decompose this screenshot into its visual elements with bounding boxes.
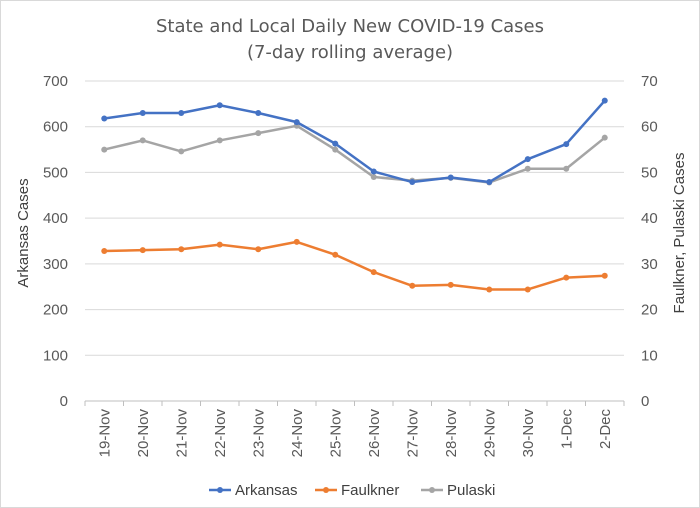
right-tick-label: 40 xyxy=(641,210,658,227)
y2-axis-title: Faulkner, Pulaski Cases xyxy=(671,153,688,314)
legend-marker xyxy=(217,487,223,493)
x-tick-label: 24-Nov xyxy=(289,409,306,458)
legend-item-arkansas: Arkansas xyxy=(209,482,298,499)
x-tick-label: 2-Dec xyxy=(597,409,614,450)
left-tick-label: 0 xyxy=(60,393,68,410)
faulkner-point xyxy=(255,246,262,253)
legend: Arkansas Faulkner Pulaski xyxy=(209,482,495,499)
x-tick-label: 23-Nov xyxy=(250,409,267,458)
left-tick-label: 100 xyxy=(43,347,68,364)
arkansas-point xyxy=(139,110,146,116)
arkansas-point xyxy=(216,102,223,109)
right-tick-label: 50 xyxy=(641,164,658,181)
pulaski-line xyxy=(103,124,606,184)
faulkner-point xyxy=(293,238,300,245)
faulkner-point xyxy=(563,274,570,281)
left-tick-label: 600 xyxy=(43,119,68,136)
pulaski-point xyxy=(332,146,339,153)
legend-item-faulkner: Faulkner xyxy=(315,482,399,499)
left-tick-label: 400 xyxy=(43,210,68,227)
right-tick-label: 30 xyxy=(641,256,658,273)
x-tick-label: 22-Nov xyxy=(212,409,229,458)
gridlines xyxy=(85,80,624,402)
arkansas-line xyxy=(103,99,606,184)
faulkner-point xyxy=(101,248,108,255)
series-pulaski xyxy=(101,122,608,186)
x-tick-label: 27-Nov xyxy=(404,409,421,458)
arkansas-point xyxy=(370,168,377,175)
right-axis-ticks: 0 10 20 30 40 50 60 70 xyxy=(641,73,658,410)
left-tick-label: 500 xyxy=(43,164,68,181)
right-tick-label: 70 xyxy=(641,73,658,90)
x-tick-label: 20-Nov xyxy=(135,409,152,458)
faulkner-point xyxy=(216,241,223,248)
arkansas-point xyxy=(293,119,300,126)
arkansas-point xyxy=(178,110,185,116)
pulaski-point xyxy=(216,137,223,144)
faulkner-point xyxy=(370,269,377,276)
x-tick-label: 1-Dec xyxy=(558,409,575,450)
x-tick-label: 25-Nov xyxy=(327,409,344,458)
left-tick-label: 300 xyxy=(43,256,68,273)
arkansas-point xyxy=(101,115,108,122)
faulkner-point xyxy=(524,286,531,293)
legend-item-pulaski: Pulaski xyxy=(421,482,495,499)
faulkner-point xyxy=(178,246,185,253)
left-axis-ticks: 0 100 200 300 400 500 600 700 xyxy=(43,73,68,410)
legend-marker xyxy=(429,487,435,493)
series-arkansas xyxy=(101,97,608,186)
arkansas-point xyxy=(601,97,608,104)
right-tick-label: 20 xyxy=(641,302,658,319)
x-tick-label: 30-Nov xyxy=(520,409,537,458)
arkansas-point xyxy=(563,141,570,148)
pulaski-point xyxy=(601,134,608,141)
arkansas-point xyxy=(486,179,493,186)
x-tick-label: 28-Nov xyxy=(443,409,460,458)
series-faulkner xyxy=(101,238,608,293)
legend-label: Faulkner xyxy=(341,482,399,499)
faulkner-point xyxy=(332,251,339,258)
arkansas-point xyxy=(409,179,416,186)
left-tick-label: 700 xyxy=(43,73,68,90)
arkansas-point xyxy=(524,156,531,163)
pulaski-point xyxy=(178,148,185,155)
chart-subtitle: (7-day rolling average) xyxy=(247,42,453,63)
pulaski-point xyxy=(370,174,377,180)
x-tick-label: 26-Nov xyxy=(366,409,383,458)
legend-marker xyxy=(323,487,329,493)
faulkner-point xyxy=(486,286,493,293)
legend-label: Pulaski xyxy=(447,482,495,499)
right-tick-label: 60 xyxy=(641,119,658,136)
legend-label: Arkansas xyxy=(235,482,298,499)
faulkner-point xyxy=(447,281,454,288)
pulaski-point xyxy=(101,146,108,153)
right-tick-label: 10 xyxy=(641,347,658,364)
x-tick-label: 21-Nov xyxy=(173,409,190,458)
pulaski-point xyxy=(563,165,570,172)
right-tick-label: 0 xyxy=(641,393,649,410)
faulkner-point xyxy=(601,272,608,279)
y-axis-title: Arkansas Cases xyxy=(15,178,32,287)
faulkner-point xyxy=(409,282,416,289)
faulkner-point xyxy=(139,247,146,254)
x-axis-ticks: 19-Nov 20-Nov 21-Nov 22-Nov 23-Nov 24-Nov 25-N… xyxy=(84,401,625,458)
arkansas-point xyxy=(332,140,339,147)
pulaski-point xyxy=(524,165,531,172)
chart-title: State and Local Daily New COVID-19 Cases xyxy=(156,16,544,37)
x-tick-label: 19-Nov xyxy=(96,409,113,458)
x-tick-label: 29-Nov xyxy=(481,409,498,458)
arkansas-point xyxy=(447,174,454,181)
faulkner-line xyxy=(103,240,606,291)
pulaski-point xyxy=(255,130,262,137)
series-layer xyxy=(101,97,608,293)
left-tick-label: 200 xyxy=(43,302,68,319)
pulaski-point xyxy=(139,137,146,144)
arkansas-point xyxy=(255,110,262,116)
